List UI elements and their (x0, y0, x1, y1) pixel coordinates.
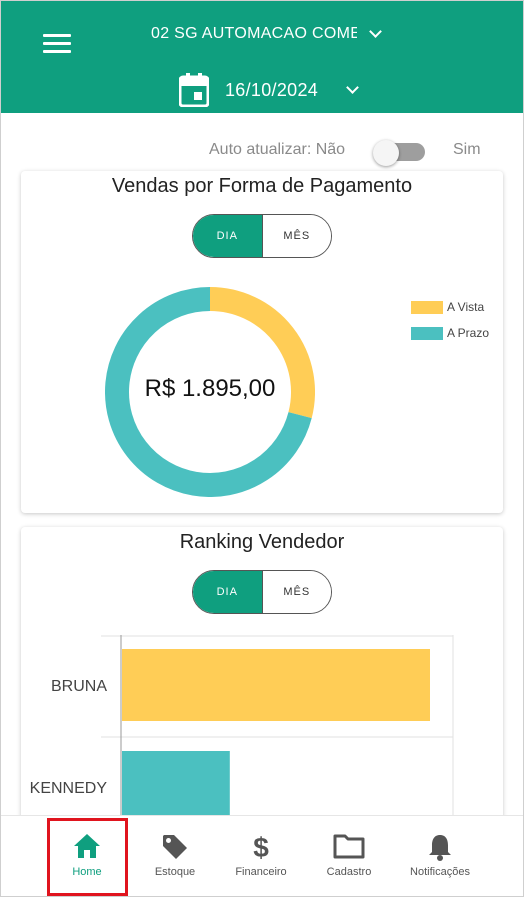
card-title: Ranking Vendedor (179, 531, 345, 553)
bar-bruna[interactable] (122, 649, 430, 721)
nav-item-notificacoes[interactable]: Notificações (400, 816, 480, 896)
y-tick-label: BRUNA (51, 678, 107, 695)
legend-label: A Prazo (447, 326, 490, 340)
seller-ranking-card: Ranking Vendedor DIA MÊS BRUNA KENNEDY (21, 527, 503, 837)
ranking-chart-area: BRUNA KENNEDY (21, 635, 503, 837)
nav-item-home[interactable]: Home (47, 816, 127, 896)
payment-donut-chart (105, 287, 315, 497)
period-toggle: DIA MÊS (192, 570, 332, 614)
auto-update-label: Auto atualizar: Não (209, 141, 346, 158)
donut-total: R$ 1.895,00 (144, 375, 276, 402)
app-header: 02 SG AUTOMACAO COMERCIAL 16/10/2024 (1, 1, 523, 113)
menu-icon[interactable] (43, 34, 71, 54)
auto-update-row: Auto atualizar: Não Sim (1, 139, 523, 166)
legend-swatch (411, 300, 443, 314)
auto-update-on-label: Sim (453, 141, 481, 158)
donut-slice-a-prazo[interactable] (105, 287, 312, 497)
period-toggle: DIA MÊS (192, 214, 332, 258)
chevron-down-icon (369, 24, 382, 38)
nav-label: Notificações (410, 866, 470, 878)
nav-item-financeiro[interactable]: $ Financeiro (221, 816, 301, 896)
chart-legend: A Vista A Prazo (411, 299, 489, 351)
y-tick-label: KENNEDY (30, 780, 108, 797)
home-icon (47, 832, 127, 862)
nav-label: Cadastro (326, 866, 372, 878)
folder-icon (309, 832, 389, 862)
legend-label: A Vista (447, 300, 485, 314)
month-button[interactable]: MÊS (261, 215, 331, 257)
nav-item-estoque[interactable]: Estoque (135, 816, 215, 896)
donut-slice-a-vista[interactable] (209, 287, 315, 419)
legend-item-a-prazo[interactable]: A Prazo (411, 325, 489, 341)
bar-kennedy[interactable] (122, 751, 230, 823)
auto-update-toggle[interactable] (373, 140, 427, 166)
nav-label: Financeiro (235, 866, 287, 878)
ranking-bar-chart: BRUNA KENNEDY (30, 635, 454, 837)
bottom-navigation: Home Estoque $ Financeiro Cadastro Notificaçõ… (1, 815, 523, 896)
day-button[interactable]: DIA (193, 571, 262, 613)
month-button[interactable]: MÊS (261, 571, 331, 613)
company-selector[interactable]: 02 SG AUTOMACAO COMERCIAL (151, 23, 382, 45)
nav-item-cadastro[interactable]: Cadastro (309, 816, 389, 896)
nav-label: Home (72, 866, 102, 878)
chevron-down-icon (346, 80, 359, 94)
nav-label: Estoque (154, 866, 196, 878)
dollar-icon: $ (221, 832, 301, 862)
legend-swatch (411, 326, 443, 340)
svg-text:$: $ (253, 832, 269, 862)
selected-date: 16/10/2024 (225, 79, 319, 100)
day-button[interactable]: DIA (193, 215, 262, 257)
card-title: Vendas por Forma de Pagamento (111, 175, 413, 197)
company-name: 02 SG AUTOMACAO COMERCIAL (151, 25, 357, 42)
bell-icon (400, 832, 480, 862)
tag-icon (135, 832, 215, 862)
sales-by-payment-card: Vendas por Forma de Pagamento DIA MÊS R$… (21, 171, 503, 513)
toggle-knob (373, 140, 399, 166)
legend-item-a-vista[interactable]: A Vista (411, 299, 489, 315)
date-selector[interactable]: 16/10/2024 (178, 73, 359, 108)
calendar-icon (178, 73, 210, 108)
